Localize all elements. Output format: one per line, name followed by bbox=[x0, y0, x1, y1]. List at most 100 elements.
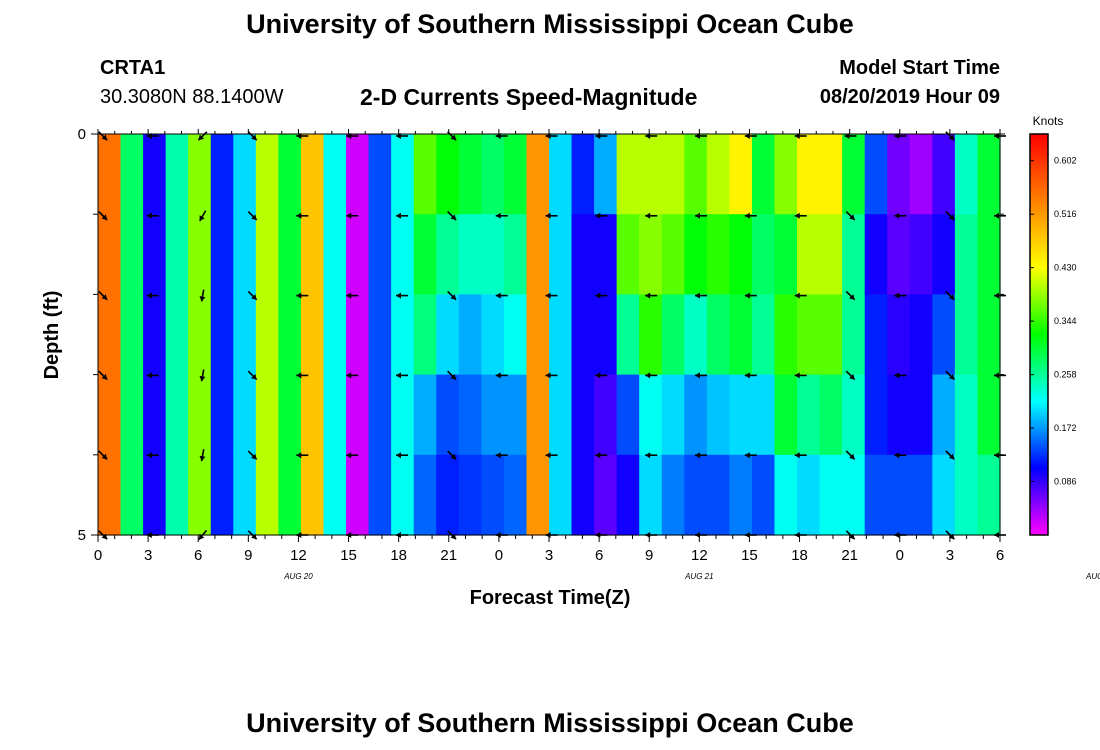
heatmap-cell bbox=[932, 294, 956, 376]
heatmap-cell bbox=[300, 374, 325, 456]
heatmap-cell bbox=[255, 214, 279, 295]
current-arrow bbox=[495, 452, 508, 459]
current-arrow bbox=[545, 292, 558, 299]
x-tick-label: 21 bbox=[440, 547, 457, 564]
heatmap-cell bbox=[323, 134, 347, 215]
current-arrow-head bbox=[101, 374, 108, 380]
current-arrow bbox=[396, 292, 408, 299]
current-arrow-head bbox=[146, 292, 152, 299]
heatmap-cell bbox=[797, 374, 821, 456]
heatmap-cell bbox=[436, 214, 460, 295]
heatmap-cell bbox=[706, 134, 730, 215]
current-arrow-head bbox=[948, 134, 955, 141]
heatmap-cell bbox=[977, 374, 1001, 456]
y-axis-title: Depth (ft) bbox=[41, 291, 63, 380]
current-arrow-head bbox=[251, 374, 257, 380]
heatmap-cell bbox=[571, 294, 595, 376]
colorbar-tick-label: 0.602 bbox=[1054, 156, 1077, 166]
heatmap-cell bbox=[819, 374, 843, 456]
current-arrow-head bbox=[994, 292, 999, 299]
current-arrow bbox=[146, 452, 159, 459]
heatmap-cell bbox=[684, 294, 708, 376]
current-arrow bbox=[447, 370, 457, 381]
current-arrow-head bbox=[251, 134, 257, 141]
current-arrow bbox=[845, 370, 856, 381]
current-arrow bbox=[695, 212, 707, 219]
heatmap-cell bbox=[413, 374, 437, 456]
x-tick-label: 18 bbox=[390, 547, 407, 564]
current-arrow bbox=[845, 290, 856, 301]
x-tick-label: 0 bbox=[495, 547, 503, 564]
heatmap-cell bbox=[413, 454, 437, 536]
date-label: AUG 22 bbox=[1085, 572, 1100, 581]
heatmap-cell bbox=[278, 214, 302, 295]
heatmap-cell bbox=[751, 454, 776, 536]
current-arrow bbox=[296, 212, 309, 219]
heatmap-cell bbox=[909, 294, 933, 376]
current-arrow bbox=[945, 131, 955, 141]
heatmap-cell bbox=[278, 454, 302, 536]
current-arrow bbox=[199, 369, 206, 382]
heatmap-cell bbox=[300, 294, 325, 376]
heatmap-cell bbox=[143, 454, 167, 536]
heatmap-cell bbox=[233, 214, 257, 295]
y-tick-label: 0 bbox=[78, 126, 86, 143]
current-arrow-head bbox=[450, 453, 457, 460]
current-arrow-head bbox=[994, 212, 999, 219]
current-arrow bbox=[197, 131, 208, 141]
heatmap-cell bbox=[571, 134, 595, 215]
x-tick-label: 15 bbox=[741, 547, 758, 564]
heatmap-cell bbox=[503, 454, 528, 536]
current-arrow-head bbox=[849, 453, 855, 460]
heatmap-cell bbox=[436, 294, 460, 376]
heatmap-cell bbox=[909, 134, 933, 215]
heatmap-cell bbox=[436, 374, 460, 456]
current-arrow-head bbox=[146, 452, 152, 459]
heatmap-cell bbox=[503, 374, 528, 456]
current-arrow-head bbox=[645, 452, 651, 459]
current-arrow bbox=[296, 372, 309, 379]
current-arrow-head bbox=[396, 452, 401, 459]
heatmap-cell bbox=[481, 134, 505, 215]
heatmap-cell bbox=[706, 294, 730, 376]
heatmap-cell bbox=[300, 454, 325, 536]
heatmap-cell bbox=[255, 454, 279, 536]
heatmap-cell bbox=[458, 294, 482, 376]
current-arrow-head bbox=[849, 374, 855, 380]
heatmap-cell bbox=[526, 294, 550, 376]
current-arrow-head bbox=[296, 212, 302, 219]
heatmap-cell bbox=[233, 454, 257, 536]
current-arrow-head bbox=[146, 372, 152, 379]
heatmap-cell bbox=[774, 294, 798, 376]
heatmap-cell bbox=[323, 214, 347, 295]
current-arrow-head bbox=[894, 452, 900, 459]
page-title: University of Southern Mississippi Ocean… bbox=[246, 9, 854, 39]
current-arrow bbox=[645, 292, 658, 299]
heatmap-cell bbox=[571, 374, 595, 456]
current-arrow-head bbox=[595, 212, 601, 219]
heatmap-cell bbox=[842, 214, 866, 295]
heatmap-cell bbox=[120, 454, 144, 536]
current-arrow bbox=[545, 452, 558, 459]
heatmap-cell bbox=[98, 294, 122, 376]
heatmap-cell bbox=[887, 454, 911, 536]
x-tick-label: 6 bbox=[194, 547, 202, 564]
heatmap-cell bbox=[143, 134, 167, 215]
heatmap-cell bbox=[526, 374, 550, 456]
heatmap-cell bbox=[977, 454, 1001, 536]
heatmap-cell bbox=[188, 214, 212, 295]
x-tick-label: 6 bbox=[595, 547, 603, 564]
current-arrow bbox=[247, 211, 258, 221]
current-arrow-head bbox=[545, 372, 551, 379]
current-arrow bbox=[146, 372, 159, 379]
current-arrow-head bbox=[645, 372, 651, 379]
current-arrow-head bbox=[948, 294, 955, 300]
current-arrow bbox=[146, 212, 159, 219]
heatmap-cell bbox=[458, 454, 482, 536]
heatmap-cell bbox=[864, 454, 888, 536]
heatmap-cell bbox=[143, 214, 167, 295]
current-arrow bbox=[296, 292, 309, 299]
heatmap-cell bbox=[391, 374, 415, 456]
current-arrow bbox=[396, 452, 408, 459]
x-tick-label: 15 bbox=[340, 547, 357, 564]
